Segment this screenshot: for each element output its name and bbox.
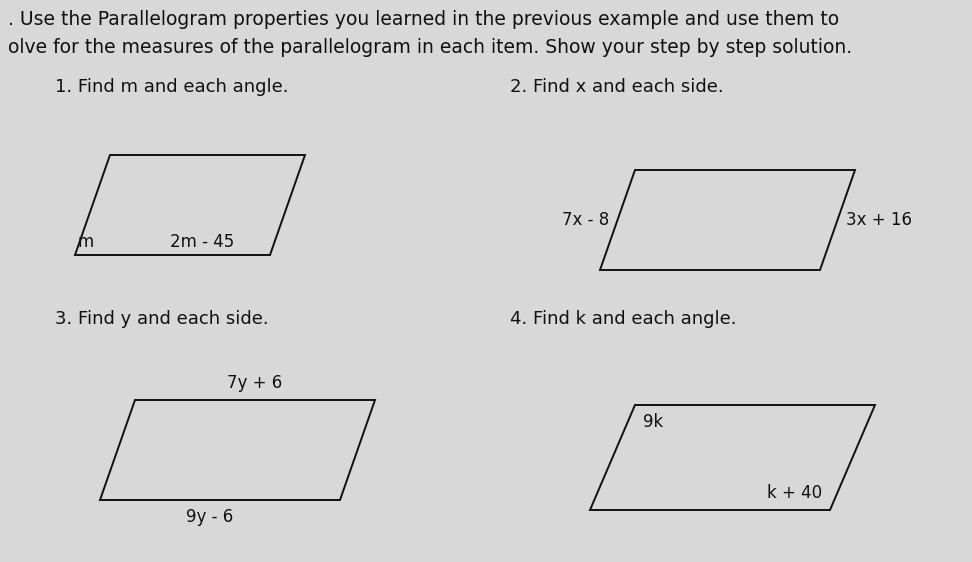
Text: 3x + 16: 3x + 16 xyxy=(846,211,912,229)
Text: 9k: 9k xyxy=(643,413,663,431)
Text: 1. Find m and each angle.: 1. Find m and each angle. xyxy=(55,78,289,96)
Text: m: m xyxy=(77,233,93,251)
Text: 2. Find x and each side.: 2. Find x and each side. xyxy=(510,78,723,96)
Text: 7y + 6: 7y + 6 xyxy=(227,374,283,392)
Text: 3. Find y and each side.: 3. Find y and each side. xyxy=(55,310,268,328)
Text: 9y - 6: 9y - 6 xyxy=(187,508,233,526)
Text: 2m - 45: 2m - 45 xyxy=(170,233,234,251)
Text: . Use the Parallelogram properties you learned in the previous example and use t: . Use the Parallelogram properties you l… xyxy=(8,10,839,29)
Text: 4. Find k and each angle.: 4. Find k and each angle. xyxy=(510,310,737,328)
Text: k + 40: k + 40 xyxy=(767,484,822,502)
Text: olve for the measures of the parallelogram in each item. Show your step by step : olve for the measures of the parallelogr… xyxy=(8,38,852,57)
Text: 7x - 8: 7x - 8 xyxy=(562,211,609,229)
